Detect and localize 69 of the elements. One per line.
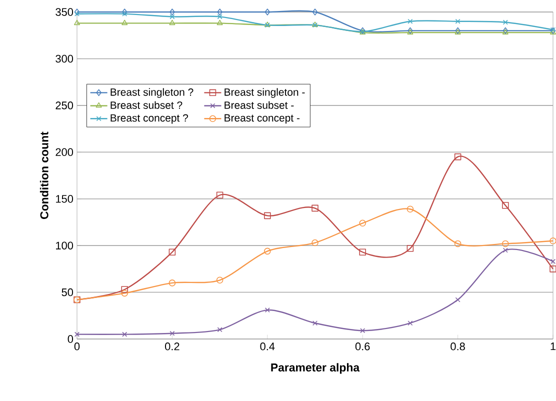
- point: [168, 248, 176, 256]
- x-tick-label: 0.2: [165, 342, 180, 350]
- point: [312, 239, 318, 246]
- point: [264, 248, 271, 255]
- y-tick-label: 0: [68, 335, 74, 343]
- x-tick-label: 0.6: [355, 342, 370, 350]
- y-tick-label: 300: [56, 54, 74, 63]
- y-tick-label: 150: [56, 194, 74, 203]
- point: [122, 332, 128, 337]
- point: [74, 332, 80, 337]
- point: [454, 240, 462, 248]
- point: [216, 192, 224, 199]
- point: [312, 320, 318, 326]
- y-tick-label: 200: [56, 148, 74, 156]
- point: [169, 20, 176, 26]
- legend-label: Breast concept ?: [110, 114, 188, 124]
- point: [122, 20, 128, 26]
- point: [502, 248, 508, 253]
- point: [264, 212, 271, 220]
- legend-label: Breast singleton -: [224, 88, 305, 98]
- y-tick-label: 350: [56, 8, 74, 16]
- y-tick-label: 250: [56, 102, 74, 110]
- point: [550, 258, 556, 264]
- legend-label: Breast singleton ?: [110, 88, 194, 98]
- point: [408, 18, 413, 24]
- point: [454, 153, 462, 160]
- point: [359, 248, 366, 256]
- point: [216, 276, 224, 284]
- x-axis-title: Parameter alpha: [271, 363, 360, 374]
- point: [216, 20, 223, 26]
- point: [122, 11, 128, 16]
- point: [550, 238, 556, 244]
- y-tick-label: 50: [62, 288, 74, 296]
- point: [406, 244, 414, 252]
- point: [168, 280, 176, 286]
- x-tick-label: 0.4: [260, 342, 275, 350]
- point: [502, 240, 509, 248]
- point: [264, 8, 270, 16]
- legend-label: Breast subset -: [224, 101, 294, 109]
- legend-label: Breast subset ?: [110, 101, 182, 109]
- point: [170, 14, 175, 20]
- x-tick-label: 0: [74, 342, 80, 350]
- point: [217, 8, 222, 16]
- point: [121, 290, 128, 297]
- point: [406, 206, 414, 213]
- point: [74, 20, 80, 26]
- x-tick-label: 1: [550, 342, 556, 350]
- point: [74, 8, 80, 16]
- point: [359, 220, 366, 227]
- point: [408, 320, 413, 326]
- point: [217, 327, 222, 332]
- point: [360, 328, 366, 334]
- point: [122, 8, 128, 16]
- point: [170, 330, 175, 336]
- point: [217, 14, 222, 20]
- point: [74, 11, 80, 16]
- y-tick-label: 100: [56, 242, 74, 250]
- legend-label: Breast concept -: [224, 114, 300, 124]
- point: [455, 18, 460, 24]
- point: [121, 286, 128, 293]
- point: [170, 8, 175, 16]
- point: [312, 204, 318, 212]
- x-tick-label: 0.8: [450, 342, 465, 350]
- point: [264, 308, 270, 313]
- point: [502, 20, 508, 25]
- point: [312, 8, 318, 16]
- point: [550, 266, 556, 272]
- point: [502, 202, 509, 209]
- y-axis-title: Condition count: [40, 132, 48, 219]
